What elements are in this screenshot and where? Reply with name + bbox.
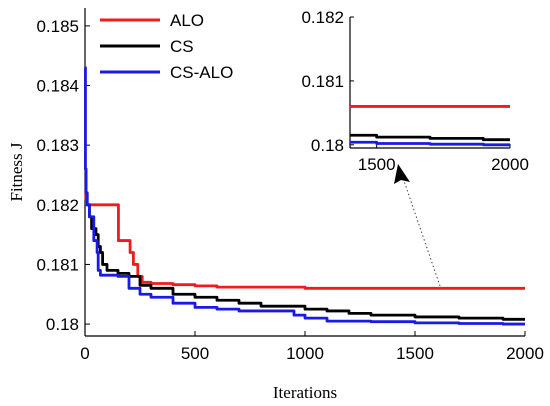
legend: ALO CS CS-ALO (100, 11, 233, 82)
main-series (84, 66, 525, 326)
legend-label-alo: ALO (170, 11, 204, 30)
y-tick-label: 0.182 (36, 196, 79, 215)
main-axes: 0 500 1000 1500 2000 0.18 0.181 0.182 0.183 0.184… (36, 8, 544, 363)
inset-series-line-cs (350, 133, 510, 142)
x-tick-label: 2000 (506, 344, 544, 363)
inset-y-tick-label: 0.18 (311, 136, 344, 155)
y-tick-label: 0.183 (36, 136, 79, 155)
x-tick-label: 1500 (396, 344, 434, 363)
zoom-arrow-head (394, 164, 410, 184)
y-axis-label: Fitness J (7, 142, 26, 201)
zoom-arrow-line (402, 177, 441, 287)
inset-x-tick-label: 2000 (491, 155, 529, 174)
series-line-alo (84, 173, 525, 290)
series-line-cs (84, 173, 525, 321)
inset-x-tick-label: 1500 (358, 155, 396, 174)
inset-y-tick-label: 0.182 (301, 8, 344, 27)
inset-zoom: 1500 2000 0.18 0.181 0.182 (301, 8, 528, 174)
x-tick-label: 500 (181, 344, 209, 363)
x-tick-label: 1000 (286, 344, 324, 363)
y-tick-label: 0.181 (36, 255, 79, 274)
x-axis-label: Iterations (273, 383, 337, 402)
zoom-arrow (394, 164, 441, 287)
y-tick-label: 0.18 (46, 315, 79, 334)
y-tick-label: 0.185 (36, 17, 79, 36)
legend-label-cs: CS (170, 37, 194, 56)
series-line-cs-alo (84, 66, 525, 326)
y-tick-label: 0.184 (36, 77, 79, 96)
inset-y-tick-label: 0.181 (301, 72, 344, 91)
x-tick-label: 0 (80, 344, 89, 363)
inset-series-line-cs-alo (350, 140, 510, 147)
legend-label-cs-alo: CS-ALO (170, 63, 233, 82)
inset-background (350, 17, 510, 148)
